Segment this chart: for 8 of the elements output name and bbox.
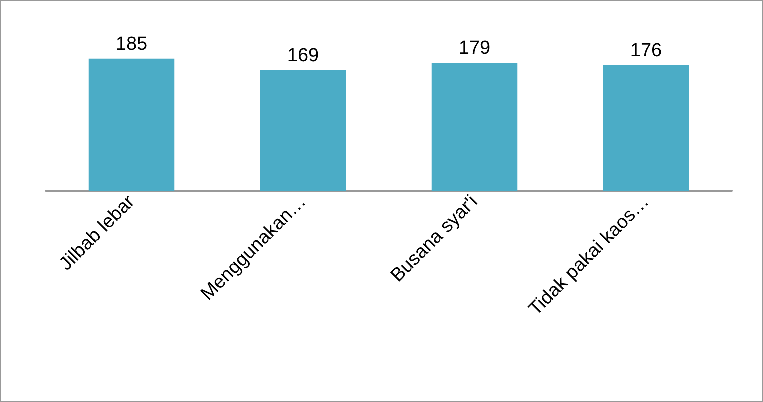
bar — [88, 58, 175, 191]
data-label: 176 — [630, 40, 662, 62]
data-label: 169 — [287, 45, 320, 66]
bar — [260, 70, 346, 191]
data-label: 185 — [116, 34, 148, 55]
bar — [432, 63, 518, 191]
data-label: 179 — [458, 38, 491, 60]
bar — [603, 65, 690, 191]
